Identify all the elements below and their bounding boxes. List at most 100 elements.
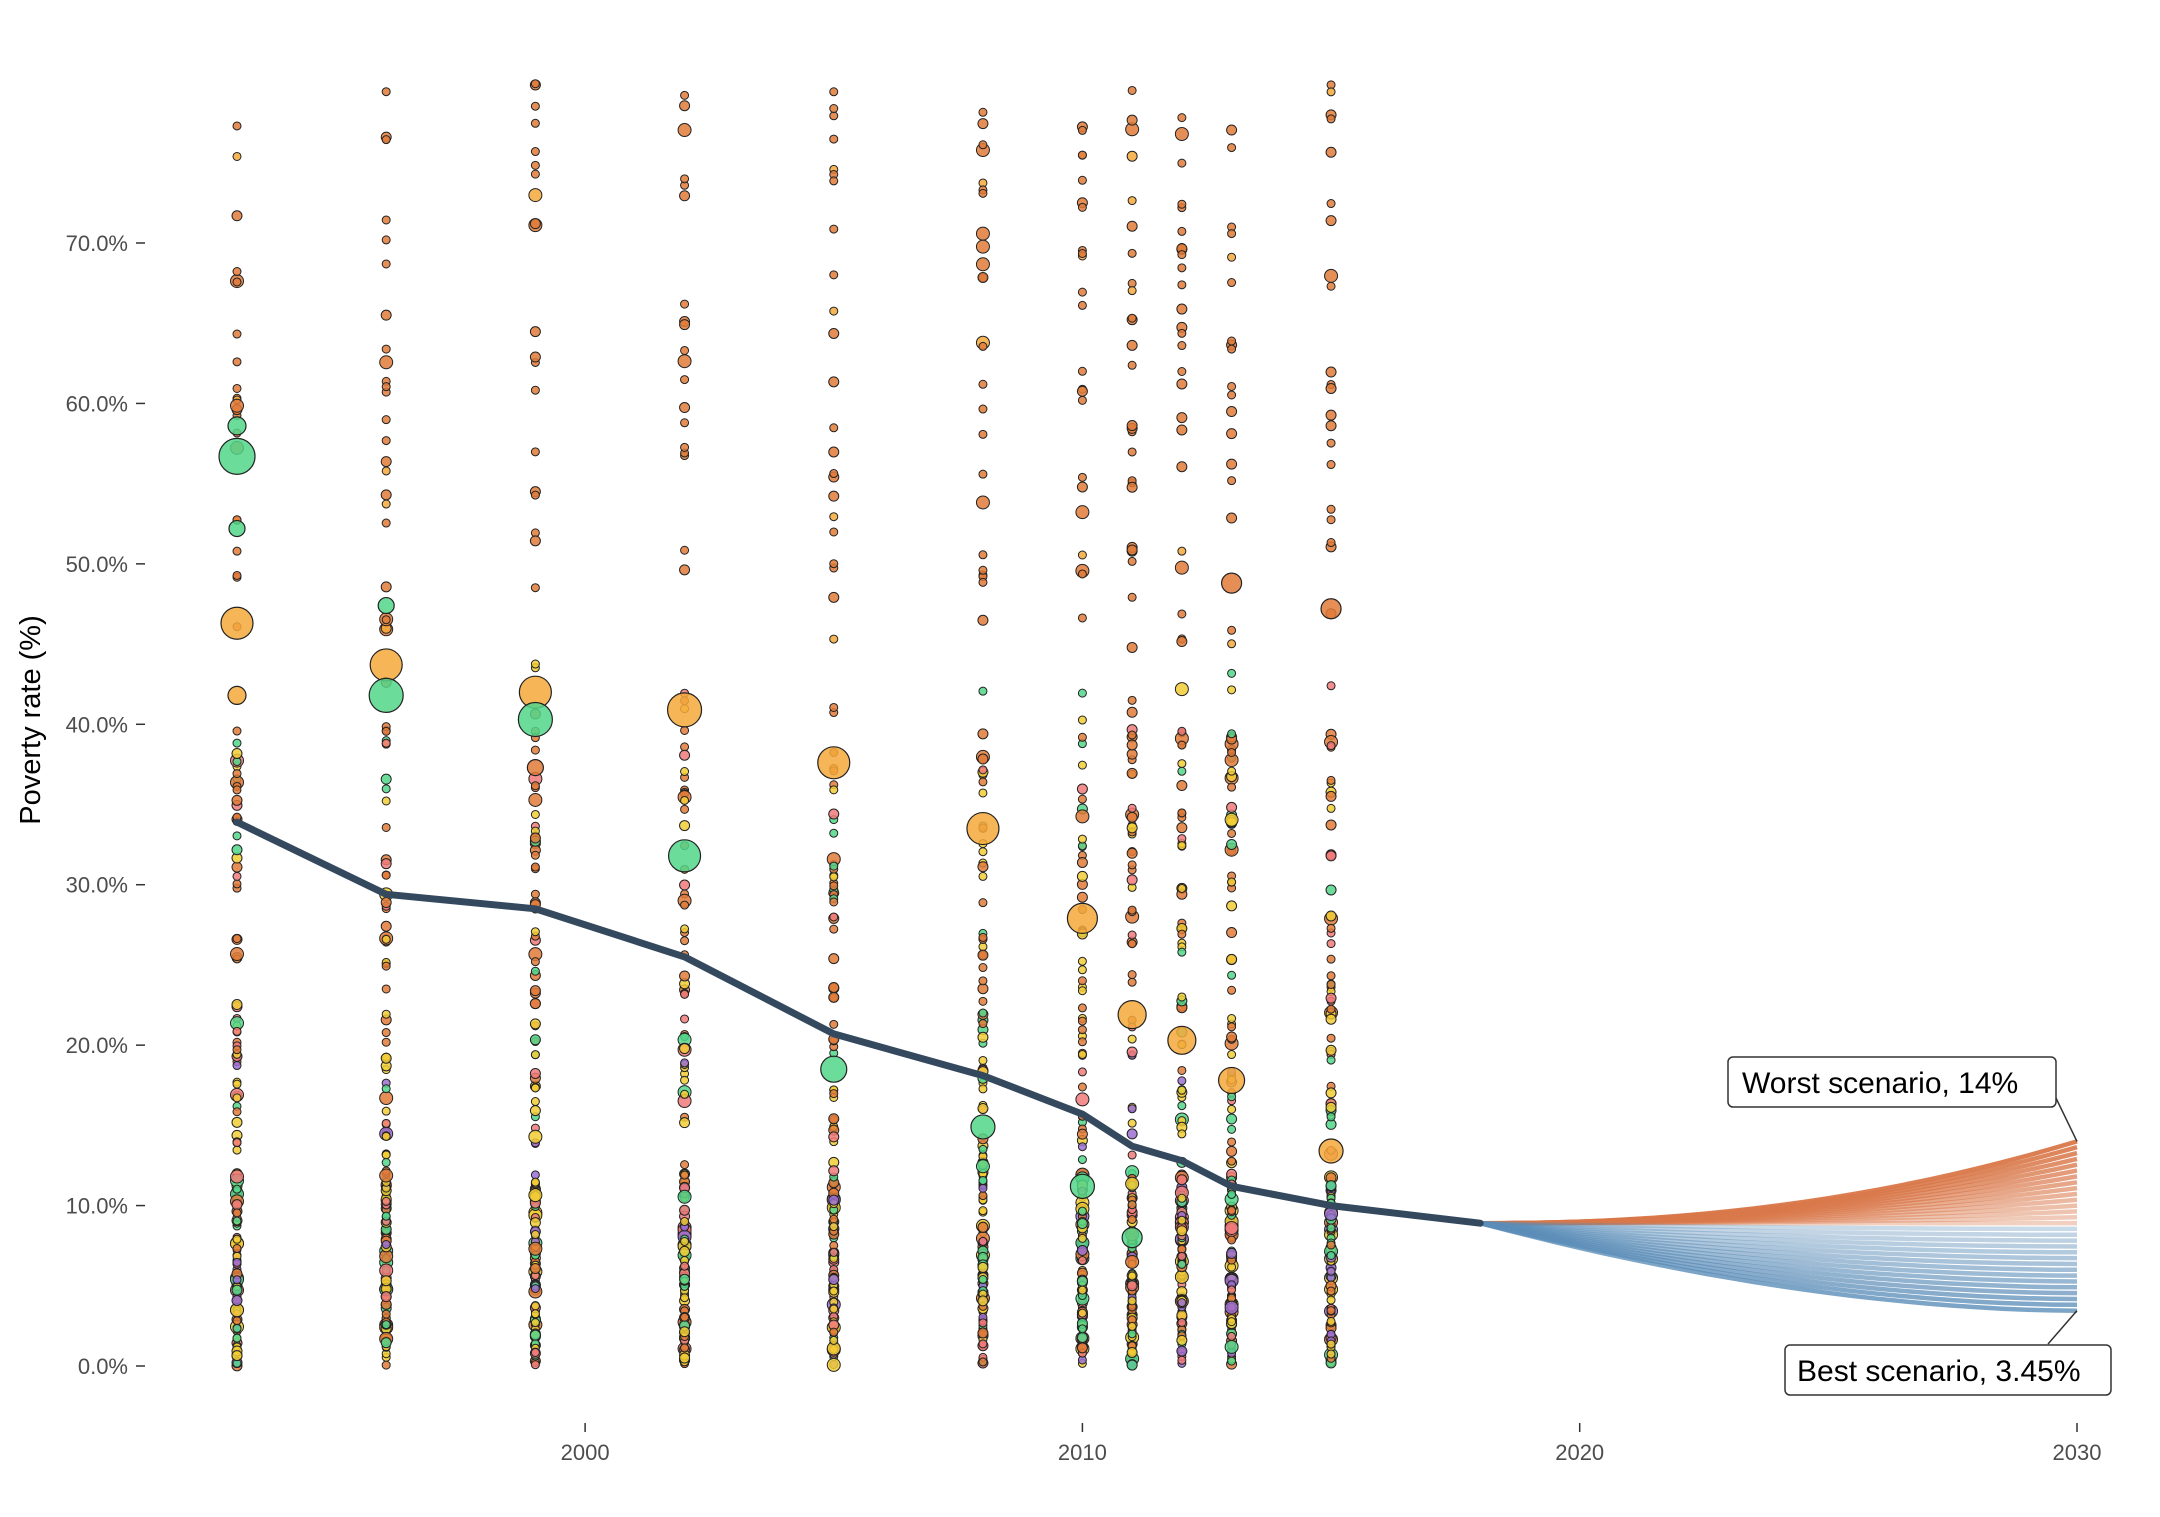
country-point [1178, 159, 1186, 167]
country-point [681, 1076, 689, 1084]
country-point [1327, 115, 1335, 123]
country-point [1126, 1177, 1139, 1190]
country-point [1128, 1151, 1136, 1159]
country-point [233, 1146, 241, 1154]
country-point [979, 566, 987, 574]
country-point [1326, 410, 1336, 420]
country-point [382, 416, 390, 424]
country-point [1178, 1356, 1186, 1364]
country-point [1225, 1221, 1238, 1234]
country-point [1177, 304, 1187, 314]
highlight-point [527, 760, 543, 776]
country-point [681, 743, 689, 751]
country-point [1177, 823, 1187, 833]
country-point [978, 862, 988, 872]
country-point [381, 1053, 391, 1063]
country-point [381, 490, 391, 500]
country-point [233, 1217, 241, 1225]
country-point [976, 496, 989, 509]
country-point [1177, 425, 1187, 435]
country-point [979, 1184, 987, 1192]
country-point [830, 1090, 838, 1098]
country-point [680, 565, 690, 575]
country-point [681, 805, 689, 813]
highlight-point [518, 702, 552, 736]
y-tick-label: 40.0% [66, 712, 128, 737]
country-point [1326, 421, 1336, 431]
country-point [829, 447, 839, 457]
country-point [830, 105, 838, 113]
country-point [531, 1319, 539, 1327]
country-point [382, 216, 390, 224]
country-point [233, 872, 241, 880]
country-point [530, 1068, 540, 1078]
country-point [233, 1324, 241, 1332]
country-point [381, 457, 391, 467]
country-point [680, 821, 690, 831]
country-point [382, 1038, 390, 1046]
country-point [381, 582, 391, 592]
country-point [979, 977, 987, 985]
country-point [1178, 329, 1186, 337]
country-point [1327, 539, 1335, 547]
country-point [681, 1344, 689, 1352]
country-point [681, 376, 689, 384]
country-point [1178, 1252, 1186, 1260]
country-point [1228, 382, 1236, 390]
country-point [382, 519, 390, 527]
country-point [1078, 551, 1086, 559]
country-point [1228, 748, 1236, 756]
country-point [233, 1235, 241, 1243]
highlight-point [369, 678, 403, 712]
x-tick-label: 2000 [561, 1440, 610, 1465]
country-point [1077, 386, 1087, 396]
country-point [830, 703, 838, 711]
country-point [976, 227, 989, 240]
country-point [233, 1185, 241, 1193]
country-point [1078, 835, 1086, 843]
country-point [1128, 249, 1136, 257]
country-point [979, 997, 987, 1005]
country-point [1128, 940, 1136, 948]
country-point [1078, 1286, 1086, 1294]
country-point [233, 1258, 241, 1266]
country-point [1228, 1023, 1236, 1031]
country-point [678, 124, 691, 137]
country-point [1127, 151, 1137, 161]
country-point [979, 1009, 987, 1017]
country-point [382, 727, 390, 735]
country-point [979, 189, 987, 197]
country-point [382, 1197, 390, 1205]
country-point [233, 1317, 241, 1325]
country-point [681, 1237, 689, 1245]
country-point [382, 467, 390, 475]
country-points [219, 80, 1343, 1372]
country-point [1327, 516, 1335, 524]
country-point [1178, 930, 1186, 938]
country-point [830, 898, 838, 906]
country-point [1327, 924, 1335, 932]
country-point [1078, 957, 1086, 965]
country-point [382, 437, 390, 445]
country-point [382, 1085, 390, 1093]
country-point [1178, 1194, 1186, 1202]
country-point [830, 135, 838, 143]
country-point [681, 796, 689, 804]
country-point [1227, 1146, 1237, 1156]
country-point [1078, 176, 1086, 184]
country-point [232, 845, 242, 855]
country-point [1178, 281, 1186, 289]
country-point [1078, 1017, 1086, 1025]
country-point [681, 1171, 689, 1179]
country-point [233, 739, 241, 747]
country-point [1228, 640, 1236, 648]
country-point [1327, 1005, 1335, 1013]
country-point [233, 935, 241, 943]
country-point [233, 122, 241, 130]
highlight-point [1118, 1001, 1146, 1029]
country-point [1128, 197, 1136, 205]
country-point [681, 91, 689, 99]
country-point [1327, 1287, 1335, 1295]
country-point [1077, 1129, 1087, 1139]
